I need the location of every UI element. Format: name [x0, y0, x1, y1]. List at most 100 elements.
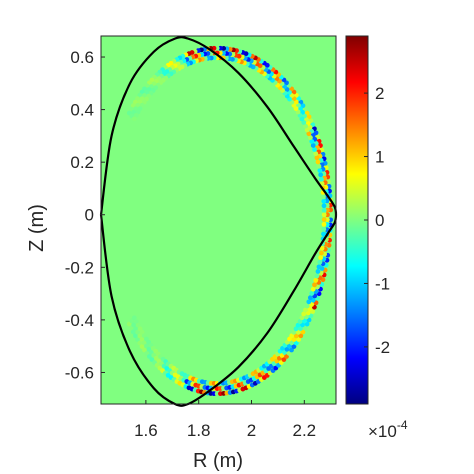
perturbation-cell: [135, 337, 140, 342]
perturbation-cell: [303, 307, 308, 313]
perturbation-cell: [321, 231, 326, 237]
perturbation-cell: [300, 322, 305, 328]
perturbation-cell: [310, 143, 316, 148]
y-tick-label: 0.2: [70, 153, 94, 172]
colorbar: 2 1 0 -1 -2 ×10-4: [345, 35, 408, 441]
y-tick-label: 0: [85, 206, 94, 225]
x-tick-label: 1.8: [187, 421, 211, 440]
perturbation-cell: [137, 340, 143, 346]
perturbation-cell: [135, 322, 141, 328]
perturbation-cell: [302, 325, 308, 331]
perturbation-cell: [130, 329, 136, 335]
plot-frame: [100, 35, 337, 405]
perturbation-cell: [135, 329, 141, 335]
perturbation-cell: [137, 92, 143, 98]
plot-background: [101, 36, 336, 404]
perturbation-cell: [293, 340, 299, 346]
perturbation-cell: [298, 326, 303, 331]
perturbation-cell: [142, 347, 147, 353]
perturbation-cell: [296, 96, 301, 102]
perturbation-cell: [133, 326, 139, 331]
plot-area: [99, 35, 338, 407]
perturbation-cell: [300, 329, 306, 335]
perturbation-cell: [304, 127, 310, 133]
perturbation-cell: [139, 344, 145, 350]
perturbation-cell: [291, 329, 297, 335]
perturbation-cell: [306, 131, 312, 137]
perturbation-cell: [321, 217, 327, 222]
perturbation-cell: [303, 123, 308, 129]
colorbar-tick-label: -2: [375, 338, 390, 357]
perturbation-cell: [321, 194, 326, 200]
colorbar-ticks: 2 1 0 -1 -2: [364, 84, 390, 357]
perturbation-cell: [314, 273, 320, 279]
perturbation-cell: [321, 226, 327, 232]
perturbation-cell: [315, 159, 321, 165]
y-tick-label: -0.4: [65, 311, 94, 330]
perturbation-cell: [132, 333, 138, 339]
perturbation-cell: [321, 221, 327, 227]
colorbar-tick-label: 1: [375, 148, 384, 167]
y-axis-label: Z (m): [26, 204, 48, 252]
perturbation-cell: [299, 315, 305, 321]
perturbation-cell: [316, 264, 322, 270]
perturbation-cell: [289, 347, 294, 353]
perturbation-cell: [317, 168, 323, 173]
perturbation-cell: [128, 325, 134, 331]
perturbation-cell: [313, 278, 319, 283]
perturbation-cell: [293, 326, 299, 332]
perturbation-cell: [131, 116, 137, 122]
perturbation-cell: [291, 344, 297, 350]
perturbation-cell: [296, 329, 301, 335]
perturbation-cell: [316, 163, 322, 169]
y-tick-label: -0.2: [65, 258, 94, 277]
colorbar-multiplier-exponent: -4: [397, 418, 408, 432]
y-axis-ticks: 0.6 0.4 0.2 0 -0.2 -0.4 -0.6: [65, 48, 105, 382]
perturbation-cell: [133, 319, 139, 324]
perturbation-cell: [312, 147, 317, 152]
perturbation-cell: [315, 269, 321, 274]
perturbation-cell: [304, 303, 310, 309]
perturbation-cell: [131, 315, 137, 321]
perturbation-cell: [291, 337, 297, 342]
y-tick-label: 0.6: [70, 48, 94, 67]
perturbation-cell: [317, 259, 323, 265]
perturbation-cell: [313, 151, 319, 157]
perturbation-cell: [321, 198, 327, 204]
perturbation-cell: [296, 337, 301, 342]
x-tick-label: 1.6: [134, 421, 158, 440]
perturbation-cell: [318, 255, 324, 261]
perturbation-cell: [319, 245, 325, 251]
perturbation-cell: [310, 286, 316, 292]
perturbation-cell: [314, 155, 320, 161]
perturbation-cell: [289, 333, 295, 339]
perturbation-cell: [299, 116, 305, 122]
x-axis-label: R (m): [193, 450, 243, 472]
colorbar-multiplier-base: ×10: [368, 422, 397, 441]
x-tick-label: 2: [247, 421, 256, 440]
perturbation-cell: [133, 112, 139, 118]
perturbation-cell: [293, 333, 299, 339]
perturbation-cell: [137, 326, 143, 332]
perturbation-pattern: [126, 45, 334, 397]
perturbation-cell: [139, 337, 145, 342]
perturbation-cell: [306, 299, 312, 305]
x-tick-label: 2.2: [292, 421, 316, 440]
perturbation-cell: [319, 250, 324, 256]
perturbation-cell: [309, 139, 315, 144]
colorbar-tick-label: 2: [375, 84, 384, 103]
perturbation-cell: [301, 120, 307, 125]
perturbation-cell: [321, 212, 327, 218]
perturbation-cell: [301, 311, 307, 317]
perturbation-cell: [318, 172, 324, 178]
perturbation-cell: [289, 340, 295, 346]
y-tick-label: -0.6: [65, 363, 94, 382]
colorbar-tick-label: -1: [375, 274, 390, 293]
colorbar-multiplier: ×10-4: [368, 418, 408, 441]
perturbation-cell: [131, 322, 137, 328]
perturbation-cell: [137, 333, 143, 339]
perturbation-cell: [286, 350, 292, 356]
x-axis-ticks: 1.6 1.8 2 2.2: [134, 400, 316, 440]
perturbation-cell: [319, 176, 324, 182]
